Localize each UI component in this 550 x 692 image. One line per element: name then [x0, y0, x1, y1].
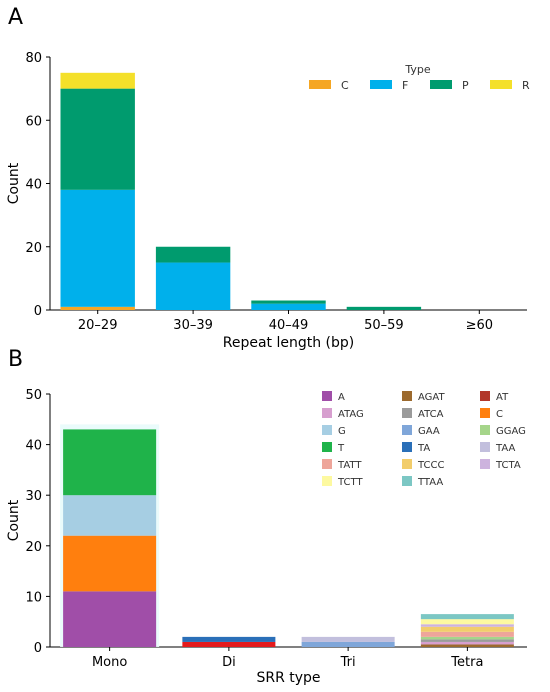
y-tick-label: 60: [25, 114, 42, 129]
bar-segment: [420, 626, 514, 632]
legend-swatch: [322, 476, 332, 486]
legend-swatch: [430, 80, 452, 89]
x-tick-label: Di: [222, 655, 236, 670]
legend-label: F: [402, 79, 408, 92]
legend-swatch: [402, 442, 412, 452]
bar-segment: [63, 535, 157, 592]
bar-segment: [155, 246, 231, 263]
panel-b: B 0 10 20 30 40 50 Mono Di Tri Tetra SRR type Count A…: [6, 347, 527, 686]
legend-label: AT: [496, 392, 509, 403]
legend-label: TCTA: [495, 460, 521, 471]
legend-swatch: [309, 80, 331, 89]
bar-segment: [60, 306, 135, 310]
y-tick-label: 0: [34, 304, 42, 319]
legend-label: G: [338, 426, 346, 437]
bar-segment: [420, 644, 514, 647]
bar-segment: [301, 636, 395, 642]
x-tick-label: 50–59: [364, 318, 404, 333]
y-tick-label: 20: [25, 241, 42, 256]
panel-a: A 0 20 40 60 80 20–29 30–39 40–49 50–59 ≥60 Repeat …: [6, 5, 530, 351]
legend-label: A: [338, 392, 345, 403]
bar-segment: [420, 619, 514, 625]
legend-label: AGAT: [418, 392, 445, 403]
legend-label: TCTT: [337, 477, 363, 488]
y-tick-label: 20: [25, 540, 42, 555]
bar-segment: [301, 641, 395, 647]
legend-label: T: [337, 443, 345, 454]
legend-swatch: [480, 408, 490, 418]
x-axis-label: SRR type: [256, 670, 320, 686]
bar-segment: [251, 303, 326, 310]
legend-label: TAA: [495, 443, 515, 454]
x-tick-label: 40–49: [269, 318, 309, 333]
bar-segment: [60, 88, 135, 190]
bar-segment: [346, 306, 422, 310]
bar-segment: [60, 189, 135, 307]
legend-label: ATCA: [418, 409, 444, 420]
bar-segment: [182, 641, 276, 647]
bar-segment: [63, 495, 157, 536]
x-tick-label: Mono: [92, 655, 127, 670]
legend-swatch: [402, 425, 412, 435]
x-axis-label: Repeat length (bp): [223, 335, 355, 351]
bar-segment: [420, 614, 514, 620]
bar-segment: [420, 636, 514, 640]
legend-swatch: [402, 408, 412, 418]
legend-label: C: [341, 79, 349, 92]
legend-swatch: [370, 80, 392, 89]
legend-swatch: [322, 391, 332, 401]
legend-label: GGAG: [496, 426, 526, 437]
y-tick-label: 80: [25, 51, 42, 66]
y-tick-label: 10: [25, 590, 42, 605]
legend-label: TTAA: [417, 477, 443, 488]
legend-label: P: [462, 79, 469, 92]
bar-segment: [182, 636, 276, 642]
y-axis-label: Count: [6, 499, 22, 541]
bar-segment: [251, 300, 326, 304]
bar-segment: [63, 591, 157, 647]
bar-segment: [420, 631, 514, 637]
bar-segment: [420, 641, 514, 645]
bar-segment: [420, 624, 514, 627]
legend-label: C: [496, 409, 503, 420]
y-tick-label: 30: [25, 489, 42, 504]
legend-label: R: [522, 79, 530, 92]
y-tick-label: 40: [25, 439, 42, 454]
panel-label: A: [8, 5, 23, 30]
bar-segment: [420, 639, 514, 642]
x-tick-label: ≥60: [466, 318, 493, 333]
x-tick-label: Tri: [340, 655, 356, 670]
legend-swatch: [480, 442, 490, 452]
legend-swatch: [402, 476, 412, 486]
legend-label: TCCC: [417, 460, 444, 471]
legend-swatch: [480, 459, 490, 469]
legend-swatch: [322, 425, 332, 435]
x-tick-label: Tetra: [450, 655, 483, 670]
legend-swatch: [322, 459, 332, 469]
legend-swatch: [322, 408, 332, 418]
legend-swatch: [322, 442, 332, 452]
legend-swatch: [402, 391, 412, 401]
legend-swatch: [490, 80, 512, 89]
legend-title: Type: [404, 63, 430, 76]
legend-label: TATT: [337, 460, 362, 471]
legend-swatch: [402, 459, 412, 469]
bar-segment: [155, 262, 231, 310]
legend-swatch: [480, 391, 490, 401]
y-tick-label: 40: [25, 178, 42, 193]
bar-segment: [60, 72, 135, 89]
legend-label: GAA: [418, 426, 440, 437]
legend-swatch: [480, 425, 490, 435]
panel-label: B: [8, 347, 23, 372]
legend-label: ATAG: [338, 409, 364, 420]
legend-label: TA: [417, 443, 430, 454]
y-tick-label: 0: [34, 641, 42, 656]
y-axis-label: Count: [6, 162, 22, 204]
x-tick-label: 20–29: [78, 318, 118, 333]
x-tick-label: 30–39: [173, 318, 213, 333]
bar-segment: [63, 429, 157, 496]
y-tick-label: 50: [25, 388, 42, 403]
